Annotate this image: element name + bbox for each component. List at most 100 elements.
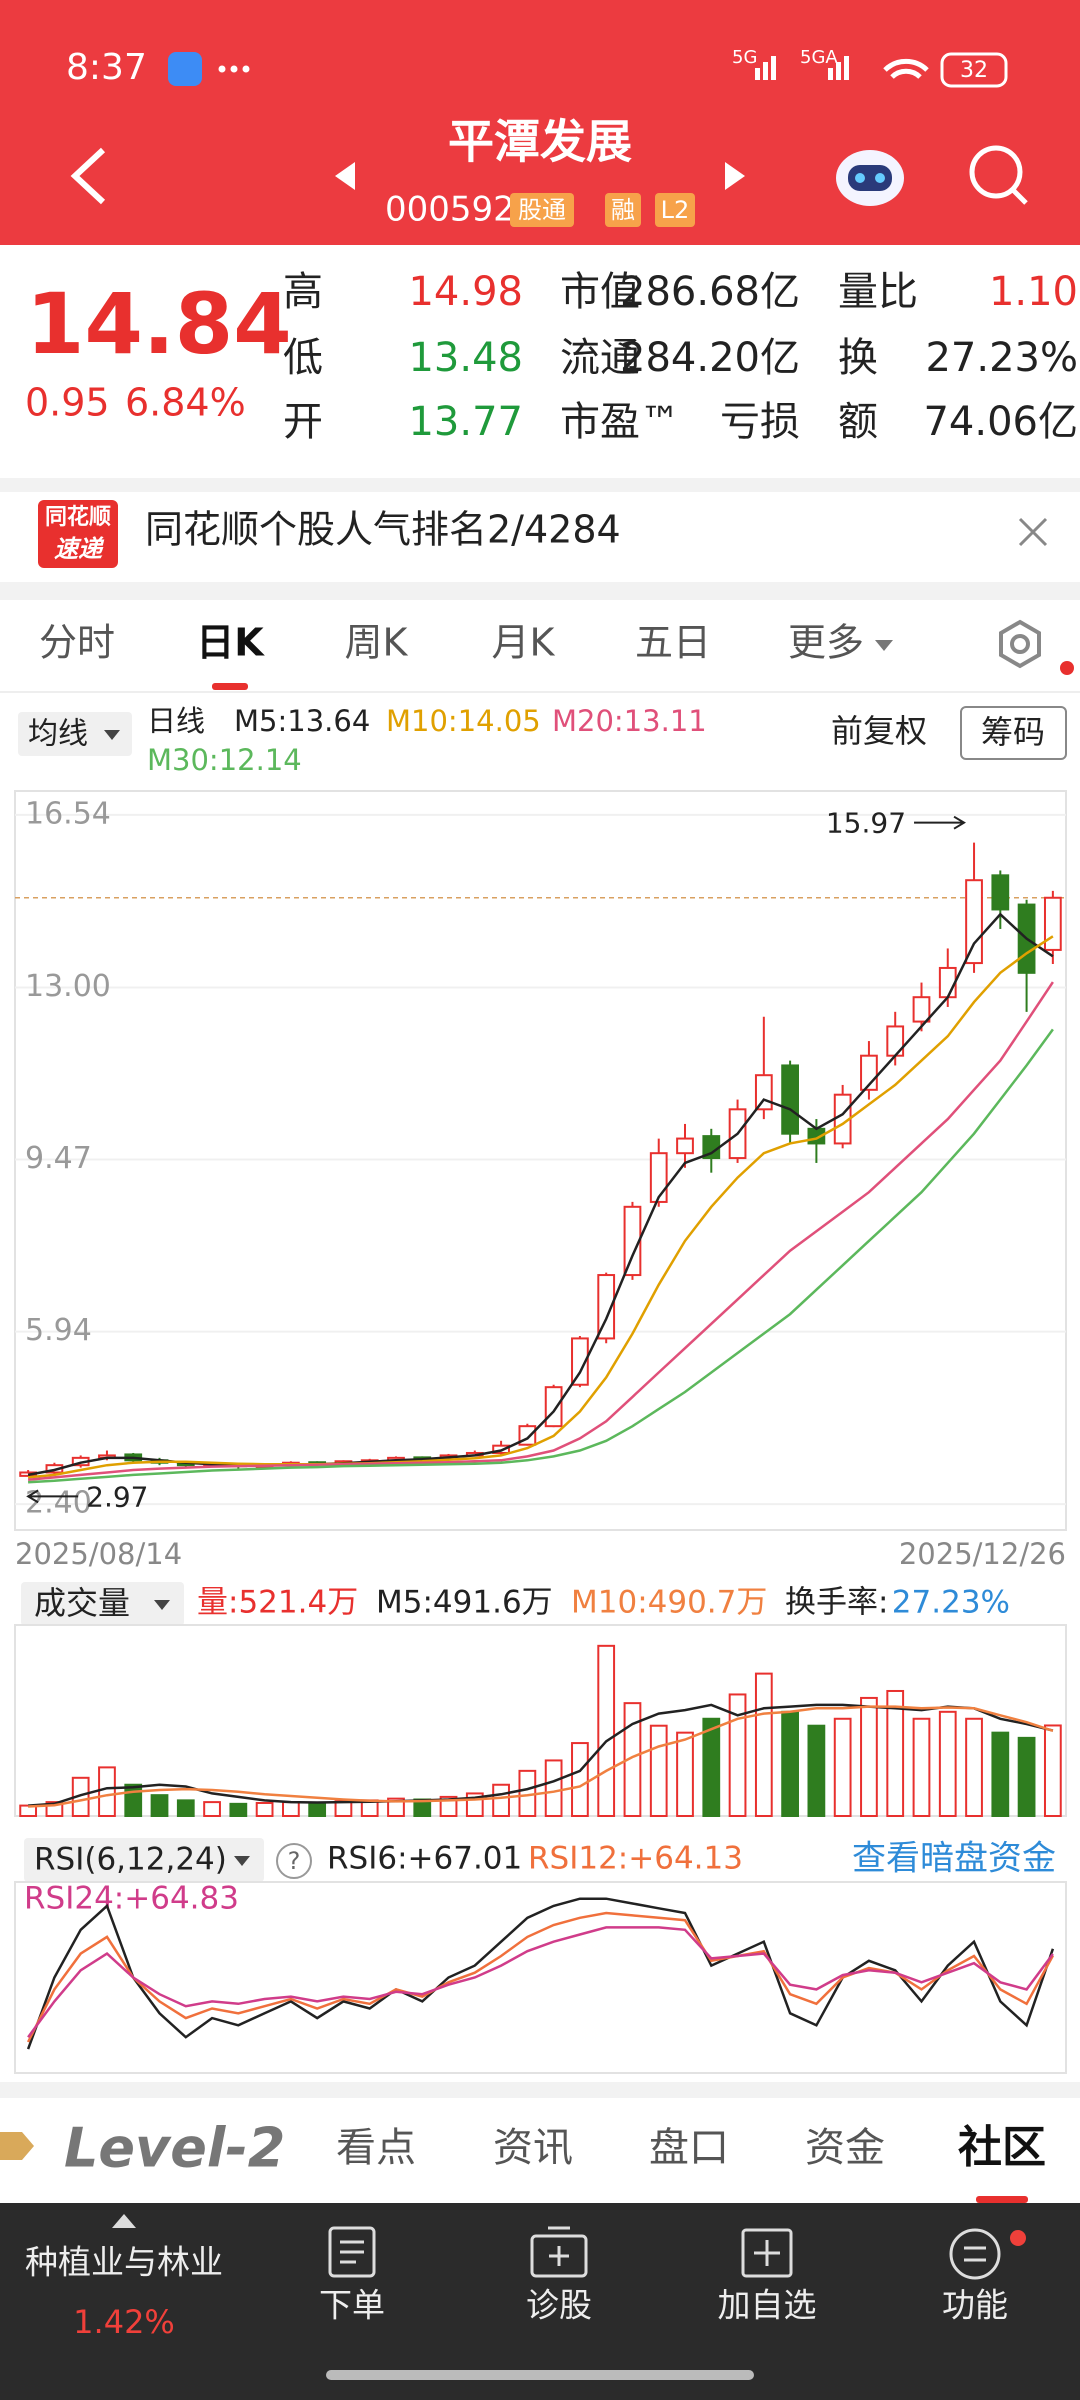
- volume-bar: [781, 1710, 799, 1818]
- bottom-tab[interactable]: 盘口: [649, 2125, 729, 2171]
- logo-text: 速递: [54, 535, 105, 563]
- candle-body: [676, 1137, 694, 1155]
- indicator-line: [28, 1705, 1054, 1808]
- volume-bar: [98, 1766, 116, 1818]
- volume-bar: [387, 1797, 405, 1817]
- search-icon[interactable]: [969, 145, 1028, 205]
- volume-bar: [571, 1742, 589, 1818]
- chips-button[interactable]: [960, 706, 1067, 760]
- period-tab[interactable]: 日K: [196, 621, 265, 665]
- period-tab[interactable]: 分时: [39, 621, 115, 665]
- candle-body: [991, 874, 1010, 911]
- back-button[interactable]: [70, 147, 106, 205]
- rsi-button[interactable]: [24, 1838, 264, 1882]
- nav-items: 下单 诊股 加自选 功能: [319, 2286, 1008, 2325]
- dropdown: [104, 730, 120, 740]
- volume-bar: [124, 1783, 143, 1818]
- turnover-label: 换手率:: [785, 1585, 888, 1621]
- badge-text: L2: [661, 196, 690, 224]
- y-tick-label: 2.40: [25, 1486, 92, 1521]
- quote-label: 换: [838, 335, 878, 381]
- bottom-tab[interactable]: 资金: [805, 2125, 885, 2171]
- volume-bar: [255, 1801, 274, 1818]
- sector-name[interactable]: 种植业与林业: [25, 2243, 223, 2282]
- app-icon: [168, 52, 202, 86]
- notification-dot: [1010, 2230, 1026, 2246]
- bottom-tab[interactable]: 看点: [336, 2125, 416, 2171]
- legend-entry: M5:13.64: [234, 704, 370, 738]
- help-icon[interactable]: [276, 1843, 312, 1879]
- candle-body: [1043, 896, 1062, 951]
- dropdown: [875, 640, 893, 651]
- nav-item[interactable]: 加自选: [718, 2286, 817, 2325]
- badge: [605, 193, 641, 227]
- notification-dot: [1060, 661, 1074, 675]
- volume-bar: [833, 1717, 852, 1818]
- quote-label: 市值: [560, 269, 640, 315]
- badge-text: 股通: [518, 196, 566, 224]
- badge: [510, 193, 574, 227]
- legend-entry: M10:14.05: [386, 704, 541, 738]
- prev-stock[interactable]: [335, 162, 355, 190]
- volume-button[interactable]: [21, 1582, 184, 1626]
- battery-level: 32: [960, 58, 988, 83]
- rsi-button-text: RSI(6,12,24): [34, 1842, 227, 1878]
- quote-value: 284.20亿: [620, 335, 800, 381]
- dark-pool-link[interactable]: 查看暗盘资金: [852, 1839, 1056, 1879]
- candle-body: [597, 1274, 616, 1340]
- quote-value: 74.06亿: [923, 399, 1078, 445]
- active-indicator: [212, 683, 248, 690]
- volume-button-text: 成交量: [34, 1584, 130, 1622]
- volume-bar: [860, 1696, 878, 1817]
- quote-value: 亏损: [720, 399, 800, 445]
- volume-bar: [728, 1693, 747, 1818]
- volume-bar: [150, 1794, 169, 1818]
- volume-bar: [807, 1724, 826, 1818]
- legend-entry: M30:12.14: [147, 743, 302, 777]
- ma-button[interactable]: [18, 712, 132, 756]
- volume-bar: [623, 1702, 642, 1817]
- expand-arrow[interactable]: [112, 2214, 136, 2228]
- sector-change: 1.42%: [73, 2303, 175, 2341]
- ma-legend: M5:13.64 M10:14.05 M20:13.11 M30:12.14: [147, 704, 707, 777]
- period-tab[interactable]: 周K: [345, 621, 409, 665]
- settings-icon[interactable]: [999, 619, 1041, 669]
- price-change-pct: 6.84%: [125, 381, 246, 425]
- period-tab[interactable]: 五日: [635, 621, 711, 665]
- candle-body: [965, 879, 983, 965]
- quote-value: 13.48: [408, 335, 523, 381]
- indicator-line: [27, 981, 1054, 1482]
- level2-icon: [0, 2132, 34, 2160]
- volume-bar: [334, 1800, 353, 1818]
- min-arrow: [26, 1489, 79, 1504]
- dots: [218, 65, 226, 73]
- bottom-tab[interactable]: 社区: [958, 2122, 1046, 2173]
- nav-item[interactable]: 功能: [942, 2286, 1008, 2325]
- volume-bar: [282, 1801, 300, 1818]
- nav-item[interactable]: 诊股: [526, 2286, 592, 2325]
- next-stock[interactable]: [725, 162, 745, 190]
- chips-text: 筹码: [981, 713, 1045, 751]
- volume-bar: [544, 1759, 563, 1818]
- banner-text[interactable]: 同花顺个股人气排名2/4284: [145, 508, 621, 552]
- volume-bar: [702, 1717, 721, 1818]
- assistant-icon[interactable]: [836, 150, 904, 206]
- signal: [755, 56, 849, 80]
- quote-value: 1.10: [989, 269, 1078, 315]
- adjust[interactable]: 前复权: [831, 712, 927, 750]
- candle-body: [544, 1386, 563, 1428]
- period-tab[interactable]: 月K: [492, 621, 556, 665]
- nav-item[interactable]: 下单: [319, 2286, 385, 2325]
- y-tick-label: 13.00: [25, 969, 111, 1004]
- period-tabs: 分时 日K 周K 月K 五日 更多: [39, 621, 893, 690]
- bottom-tab[interactable]: 资讯: [493, 2125, 573, 2171]
- stock-name: 平潭发展: [448, 115, 632, 169]
- dropdown: [234, 1856, 250, 1866]
- close-banner[interactable]: [1018, 517, 1048, 547]
- period-tab[interactable]: 更多: [788, 621, 864, 665]
- volume-bar: [886, 1689, 905, 1817]
- x-tick-label: 2025/08/14: [15, 1537, 182, 1571]
- level2-tab[interactable]: Level-2: [64, 2117, 285, 2180]
